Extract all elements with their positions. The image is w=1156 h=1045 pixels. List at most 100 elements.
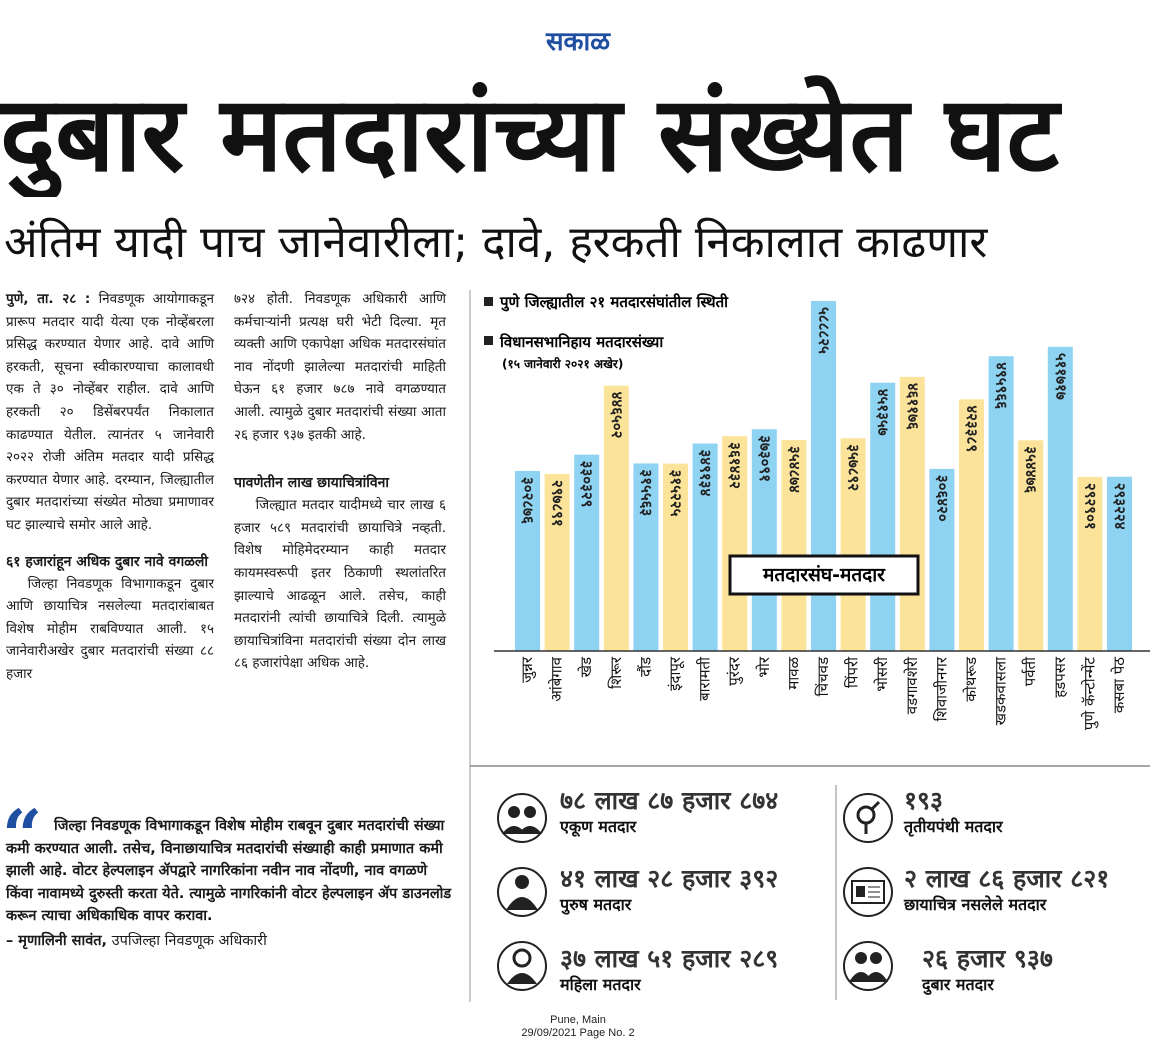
icon-male [497, 867, 547, 917]
bar [1107, 476, 1132, 651]
bar [1077, 476, 1103, 651]
category-label: कसबा पेठ [1110, 657, 1128, 713]
chart-annotation: मतदारसंघ-मतदार [762, 564, 886, 586]
subhead: ६१ हजारांहून अधिक दुबार नावे वगळली [6, 553, 209, 570]
stat-label: छायाचित्र नसलेले मतदार [904, 895, 1047, 914]
paragraph: जिल्हा निवडणूक विभागाकडून दुबार आणि छाया… [6, 575, 214, 682]
category-label: भोर [755, 656, 773, 677]
bar [959, 399, 984, 651]
bar [663, 463, 688, 651]
category-label: शिवाजीनगर [932, 656, 950, 721]
value-label: ३१५२२५ [667, 470, 685, 517]
value-label: ३५४८७४ [785, 446, 803, 493]
stat-value: २ लाख ८६ हजार ८२१ [904, 864, 1110, 893]
bar [870, 382, 896, 651]
annotation-box [728, 554, 920, 596]
footer: Pune, Main 29/09/2021 Page No. 2 [0, 1014, 1156, 1040]
chart-note: (१५ जानेवारी २०२१ अखेर) [502, 357, 623, 371]
stat-value: २६ हजार ९३७ [922, 944, 1053, 973]
value-label: २९२९०१ [1081, 483, 1099, 530]
masthead: सकाळ [545, 27, 611, 57]
category-label: खडकवासला [992, 656, 1010, 725]
quote-text: जिल्हा निवडणूक विभागाकडून विशेष मोहीम रा… [6, 818, 452, 925]
chart-subtitle: विधानसभानिहाय मतदारसंख्या [499, 333, 664, 351]
value-label: ५११७१७ [1052, 353, 1070, 400]
bar [603, 385, 629, 651]
category-label: आंबेगाव [548, 656, 566, 701]
value-label: ५८८८२५ [815, 307, 833, 354]
headline: दुबार मतदारांच्या संख्येत घट [0, 73, 1059, 195]
article-column: ७२४ होती. निवडणूक अधिकारी आणि कर्मचाऱ्या… [234, 288, 446, 675]
value-label: ३१५५६३ [637, 469, 655, 516]
legend-bullet [484, 297, 493, 306]
bar [722, 436, 748, 651]
category-label: भोसरी [873, 656, 891, 692]
stat: १९३ तृतीयपंथी मतदार [904, 786, 1003, 838]
category-label: पर्वती [1021, 656, 1039, 686]
value-label: २९७८९१ [549, 480, 567, 527]
bar [899, 376, 925, 651]
category-label: दौंड [636, 656, 654, 677]
stat-value: १९३ [904, 786, 944, 815]
stat-label: एकूण मतदार [560, 817, 637, 836]
quote-mark: “ [2, 794, 43, 877]
value-label: ४५१३५७ [874, 389, 892, 436]
quote: “ जिल्हा निवडणूक विभागाकडून विशेष मोहीम … [2, 801, 456, 953]
value-label: ४२३३८९ [963, 405, 981, 452]
value-label: ४६११७६ [904, 383, 922, 430]
category-label: खेड [577, 656, 595, 677]
article-column: पुणे, ता. २८ : निवडणूक आयोगाकडून प्रारूप… [6, 288, 214, 686]
bar [988, 356, 1014, 651]
stat: २ लाख ८६ हजार ८२१ छायाचित्र नसलेले मतदार [904, 864, 1109, 916]
value-label: २९३२२४ [1111, 483, 1129, 530]
bar [840, 438, 866, 651]
value-label: ३४९१३४ [697, 449, 715, 496]
paragraph: ७२४ होती. निवडणूक अधिकारी आणि कर्मचाऱ्या… [234, 291, 446, 443]
category-label: शिरूर [607, 656, 625, 689]
bar [751, 429, 777, 651]
value-label: ३६१४३२ [726, 442, 744, 489]
paragraph-text: निवडणूक आयोगाकडून प्रारूप मतदार यादी येत… [6, 291, 214, 533]
bar [574, 454, 600, 651]
bar [1047, 346, 1073, 651]
icon-gender [843, 793, 893, 843]
icon-female [497, 941, 547, 991]
stat: ३७ लाख ५१ हजार २८९ महिला मतदार [560, 944, 778, 996]
bar [1018, 440, 1044, 651]
stat-value: ३७ लाख ५१ हजार २८९ [560, 944, 779, 973]
category-label: इंदापूर [666, 656, 685, 691]
attribution: – मृणालिनी सावंत, उपजिल्हा निवडणूक अधिका… [6, 930, 456, 953]
category-label: चिंचवड [814, 656, 832, 696]
subhead: पावणेतीन लाख छायाचित्रांविना [234, 475, 390, 492]
stat: ४१ लाख २८ हजार ३९२ पुरुष मतदार [560, 864, 778, 916]
bars: ३०२८७६ जुन्नर २९७८९१ आंबेगाव ३३०३२९ खेड ४४६५०२… [515, 301, 1132, 730]
footer-edition: Pune, Main [550, 1014, 606, 1026]
value-label: ४४६५०२ [608, 392, 626, 439]
stat: २६ हजार ९३७ दुबार मतदार [922, 944, 1053, 996]
category-label: पिंपरी [844, 656, 862, 688]
category-label: कोथरूड [962, 656, 980, 702]
dateline: पुणे, ता. २८ : [6, 291, 91, 307]
value-label: ४९५९६६ [993, 362, 1011, 409]
chart-title: पुणे जिल्ह्यातील २१ मतदारसंघांतील स्थिती [499, 293, 729, 312]
paragraph: पुणे, ता. २८ : निवडणूक आयोगाकडून प्रारूप… [6, 288, 214, 537]
category-label: पुरंदर [725, 656, 744, 686]
bar [515, 470, 540, 651]
legend-bullet [484, 336, 493, 345]
bar [692, 443, 718, 651]
quote-role: उपजिल्हा निवडणूक अधिकारी [111, 932, 267, 949]
bar [633, 463, 659, 651]
icon-photo [843, 867, 893, 917]
value-label: ३५७८९२ [845, 444, 863, 491]
icon-duplicate [843, 941, 893, 991]
icon-group [497, 793, 547, 843]
value-label: ३३०३२९ [578, 461, 596, 508]
value-label: ३७३०९१ [756, 435, 774, 482]
stat-label: पुरुष मतदार [560, 895, 632, 914]
bar [781, 440, 807, 651]
value-label: ३५४४७६ [1022, 446, 1040, 493]
stat-value: ४१ लाख २८ हजार ३९२ [560, 864, 779, 893]
stat: ७८ लाख ८७ हजार ८७४ एकूण मतदार [560, 786, 778, 838]
value-label: ३०६४२० [933, 475, 951, 522]
